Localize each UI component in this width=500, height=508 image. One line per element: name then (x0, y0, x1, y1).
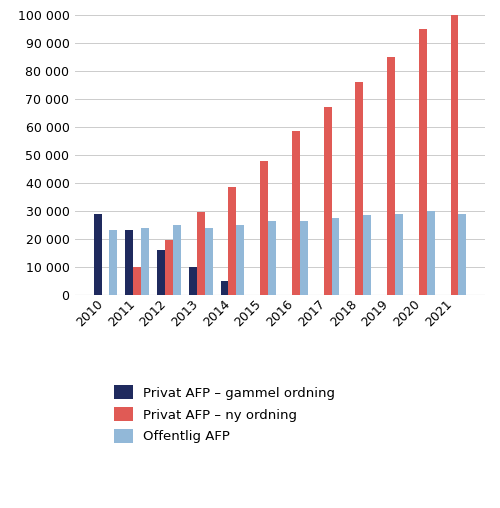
Bar (157, 250, 165, 295)
Bar (236, 225, 244, 295)
Bar (228, 187, 236, 295)
Bar (332, 218, 340, 295)
Bar (324, 108, 332, 295)
Bar (94, 214, 102, 295)
Bar (450, 12, 458, 295)
Bar (134, 267, 141, 295)
Bar (165, 240, 173, 295)
Bar (387, 57, 395, 295)
Bar (356, 82, 364, 295)
Bar (141, 228, 149, 295)
Bar (196, 212, 204, 295)
Bar (364, 215, 371, 295)
Bar (220, 281, 228, 295)
Bar (110, 231, 118, 295)
Bar (204, 228, 212, 295)
Bar (292, 131, 300, 295)
Bar (260, 161, 268, 295)
Bar (126, 231, 134, 295)
Bar (268, 220, 276, 295)
Bar (189, 267, 196, 295)
Bar (458, 214, 466, 295)
Bar (426, 211, 434, 295)
Bar (395, 214, 403, 295)
Bar (419, 29, 426, 295)
Bar (300, 220, 308, 295)
Bar (173, 225, 181, 295)
Legend: Privat AFP – gammel ordning, Privat AFP – ny ordning, Offentlig AFP: Privat AFP – gammel ordning, Privat AFP … (114, 385, 336, 443)
